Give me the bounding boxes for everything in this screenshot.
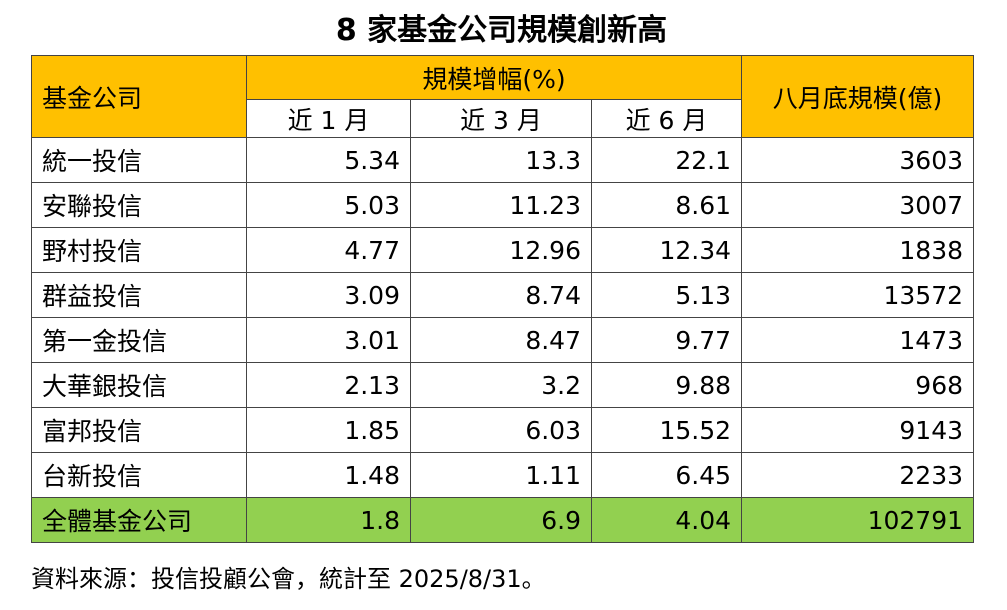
value-cell: 3.01 [246,317,411,363]
value-cell: 1.48 [246,452,411,498]
header-period: 近 1 月 [246,99,411,138]
value-cell: 3603 [741,137,975,183]
value-cell: 2233 [741,452,975,498]
company-cell: 野村投信 [31,227,247,273]
table-row: 群益投信 3.09 8.74 5.13 13572 [31,272,975,318]
header-growth: 規模增幅(%) [245,55,743,100]
value-cell: 8.61 [590,182,743,228]
value-cell: 13572 [741,272,975,318]
company-cell: 全體基金公司 [31,497,247,543]
value-cell: 22.1 [590,137,743,183]
value-cell: 1.8 [246,497,411,543]
company-cell: 統一投信 [31,137,247,183]
value-cell: 5.13 [590,272,743,318]
value-cell: 1473 [741,317,975,363]
value-cell: 3.09 [246,272,411,318]
company-cell: 台新投信 [31,452,247,498]
value-cell: 4.77 [246,227,411,273]
value-cell: 8.47 [410,317,592,363]
total-row: 全體基金公司 1.8 6.9 4.04 102791 [31,497,975,543]
header-period: 近 3 月 [410,99,592,138]
company-cell: 大華銀投信 [31,362,247,408]
header-period: 近 6 月 [590,99,743,138]
table-row: 台新投信 1.48 1.11 6.45 2233 [31,452,975,498]
value-cell: 968 [741,362,975,408]
value-cell: 12.34 [590,227,743,273]
value-cell: 9.77 [590,317,743,363]
table-row: 大華銀投信 2.13 3.2 9.88 968 [31,362,975,408]
source-note: 資料來源：投信投顧公會，統計至 2025/8/31。 [31,565,546,593]
table-body: 統一投信 5.34 13.3 22.1 3603 安聯投信 5.03 11.23 8.61 300… [31,137,975,543]
table-row: 第一金投信 3.01 8.47 9.77 1473 [31,317,975,363]
table-row: 野村投信 4.77 12.96 12.34 1838 [31,227,975,273]
value-cell: 1.11 [410,452,592,498]
value-cell: 102791 [741,497,975,543]
company-cell: 第一金投信 [31,317,247,363]
fund-table: 基金公司 規模增幅(%) 八月底規模(億) 近 1 月 近 3 月 近 6 月 … [31,55,975,543]
value-cell: 13.3 [410,137,592,183]
value-cell: 6.9 [410,497,592,543]
value-cell: 1.85 [246,407,411,453]
value-cell: 3007 [741,182,975,228]
table-row: 安聯投信 5.03 11.23 8.61 3007 [31,182,975,228]
value-cell: 2.13 [246,362,411,408]
header-size: 八月底規模(億) [741,55,975,138]
value-cell: 5.03 [246,182,411,228]
value-cell: 9143 [741,407,975,453]
table-row: 統一投信 5.34 13.3 22.1 3603 [31,137,975,183]
value-cell: 6.03 [410,407,592,453]
value-cell: 4.04 [590,497,743,543]
table-row: 富邦投信 1.85 6.03 15.52 9143 [31,407,975,453]
value-cell: 1838 [741,227,975,273]
value-cell: 11.23 [410,182,592,228]
table-header: 基金公司 規模增幅(%) 八月底規模(億) 近 1 月 近 3 月 近 6 月 [31,55,975,138]
value-cell: 3.2 [410,362,592,408]
value-cell: 15.52 [590,407,743,453]
company-cell: 富邦投信 [31,407,247,453]
company-cell: 群益投信 [31,272,247,318]
header-company: 基金公司 [31,55,247,138]
company-cell: 安聯投信 [31,182,247,228]
value-cell: 12.96 [410,227,592,273]
value-cell: 8.74 [410,272,592,318]
title: 8 家基金公司規模創新高 [335,13,668,48]
value-cell: 9.88 [590,362,743,408]
value-cell: 5.34 [246,137,411,183]
value-cell: 6.45 [590,452,743,498]
